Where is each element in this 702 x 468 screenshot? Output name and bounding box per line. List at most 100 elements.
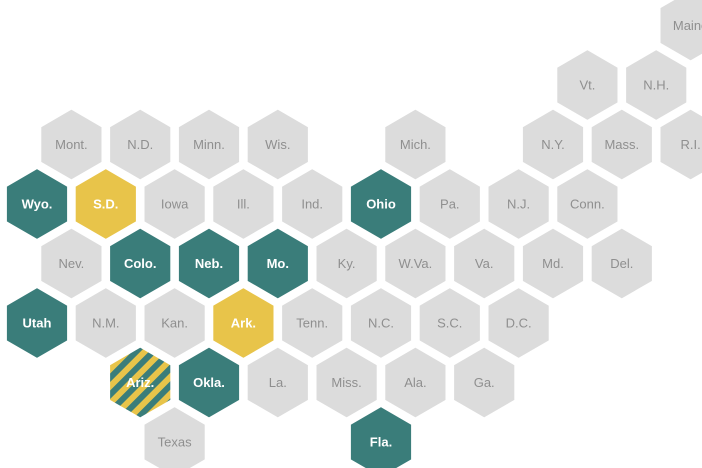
state-label-colo: Colo. (124, 256, 157, 271)
state-del: Del. (588, 225, 655, 302)
state-label-mont: Mont. (55, 137, 88, 152)
hex-ill (210, 165, 277, 243)
state-nev: Nev. (38, 225, 105, 302)
hex-ga (451, 344, 518, 421)
hex-nev (38, 225, 105, 302)
state-label-dc: D.C. (506, 316, 532, 331)
state-miss: Miss. (313, 344, 380, 421)
state-ri: R.I. (657, 106, 702, 183)
state-sc: S.C. (416, 284, 483, 362)
state-label-ohio: Ohio (366, 197, 396, 212)
state-label-ind: Ind. (301, 197, 323, 212)
hex-texas (141, 403, 208, 468)
state-label-ala: Ala. (404, 375, 426, 390)
hex-md (519, 225, 587, 302)
hex-wva (382, 225, 449, 302)
state-label-ri: R.I. (680, 137, 700, 152)
state-colo: Colo. (107, 225, 174, 302)
hex-ky (313, 225, 380, 302)
hex-sc (416, 284, 483, 362)
state-wyo: Wyo. (3, 165, 71, 243)
state-maine: Maine (657, 0, 702, 64)
hex-neb (175, 225, 243, 302)
state-label-fla: Fla. (370, 435, 392, 450)
hex-maine (657, 0, 702, 64)
hex-tenn (279, 284, 346, 362)
state-fla: Fla. (347, 403, 415, 468)
hex-ark (210, 284, 277, 362)
state-label-mass: Mass. (604, 137, 639, 152)
state-label-nm: N.M. (92, 316, 119, 331)
state-label-ariz: Ariz. (126, 375, 154, 390)
state-neb: Neb. (175, 225, 243, 302)
hex-mont (38, 106, 105, 183)
state-label-minn: Minn. (193, 137, 225, 152)
hex-iowa (141, 165, 208, 243)
state-okla: Okla. (175, 344, 243, 421)
state-mass: Mass. (588, 106, 655, 183)
hex-va (451, 225, 518, 302)
hex-utah (3, 284, 71, 362)
state-mo: Mo. (244, 225, 311, 302)
hex-wis (244, 106, 311, 183)
hex-nh (623, 46, 690, 124)
state-ky: Ky. (313, 225, 380, 302)
state-label-ga: Ga. (474, 375, 495, 390)
state-wva: W.Va. (382, 225, 449, 302)
hex-del (588, 225, 655, 302)
state-md: Md. (519, 225, 587, 302)
state-la: La. (244, 344, 311, 421)
state-ohio: Ohio (347, 165, 415, 243)
state-label-texas: Texas (158, 435, 192, 450)
hex-sd (72, 165, 139, 243)
state-label-nev: Nev. (59, 256, 85, 271)
state-sd: S.D. (72, 165, 139, 243)
state-va: Va. (451, 225, 518, 302)
state-mont: Mont. (38, 106, 105, 183)
state-label-sc: S.C. (437, 316, 462, 331)
hex-conn (554, 165, 621, 243)
state-ga: Ga. (451, 344, 518, 421)
state-label-conn: Conn. (570, 197, 605, 212)
state-ala: Ala. (382, 344, 449, 421)
state-mich: Mich. (382, 106, 449, 183)
state-label-sd: S.D. (93, 197, 118, 212)
state-vt: Vt. (554, 46, 621, 124)
hex-pa (416, 165, 483, 243)
state-label-pa: Pa. (440, 197, 460, 212)
state-label-nj: N.J. (507, 197, 530, 212)
state-label-tenn: Tenn. (296, 316, 328, 331)
state-label-mich: Mich. (400, 137, 431, 152)
hex-fla (347, 403, 415, 468)
state-label-kan: Kan. (161, 316, 188, 331)
state-label-la: La. (269, 375, 287, 390)
state-ill: Ill. (210, 165, 277, 243)
state-wis: Wis. (244, 106, 311, 183)
hex-mo (244, 225, 311, 302)
state-nd: N.D. (107, 106, 174, 183)
state-label-vt: Vt. (579, 78, 595, 93)
state-label-wva: W.Va. (399, 256, 433, 271)
hex-ohio (347, 165, 415, 243)
hex-minn (175, 106, 243, 183)
hex-nm (72, 284, 139, 362)
state-dc: D.C. (485, 284, 552, 362)
state-pa: Pa. (416, 165, 483, 243)
hex-nj (485, 165, 552, 243)
hex-mass (588, 106, 655, 183)
state-conn: Conn. (554, 165, 621, 243)
hex-miss (313, 344, 380, 421)
hex-ariz (107, 344, 174, 421)
hex-ind (279, 165, 346, 243)
hex-ny (519, 106, 587, 183)
hex-colo (107, 225, 174, 302)
state-nh: N.H. (623, 46, 690, 124)
state-label-wis: Wis. (265, 137, 290, 152)
state-ind: Ind. (279, 165, 346, 243)
hex-nc (347, 284, 415, 362)
state-minn: Minn. (175, 106, 243, 183)
state-label-iowa: Iowa (161, 197, 189, 212)
state-label-wyo: Wyo. (22, 197, 53, 212)
state-label-neb: Neb. (195, 256, 223, 271)
